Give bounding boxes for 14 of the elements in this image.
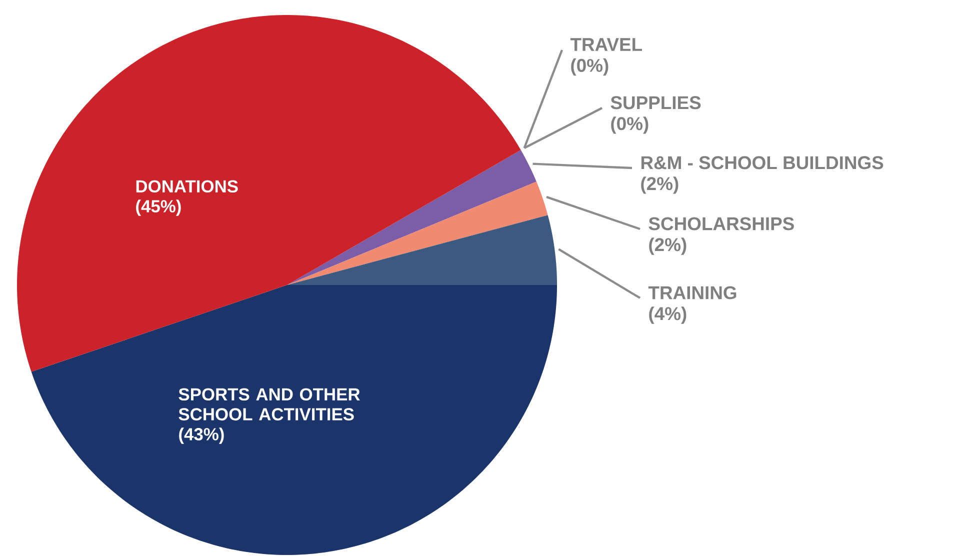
data-label: (45%) [136,200,181,216]
category-label: TRAVEL [570,38,642,51]
category-label: SUPPLIES [610,96,701,110]
text: (0%) [571,58,608,76]
data-label: (4%) [649,306,686,324]
slice-label: SPORTS AND OTHER SCHOOL ACTIVITIES [178,388,360,420]
slice-label: R&M - SCHOOL BUILDINGS [641,156,884,170]
slice-label: SCHOLARSHIPS [648,217,794,230]
data-label: (2%) [649,238,686,255]
data-label: (2%) [641,176,678,194]
text: (0%) [611,116,648,134]
slice-label: DONATIONS [136,180,238,193]
data-label: (43%) [179,428,224,444]
slice-label: TRAINING [648,286,736,300]
